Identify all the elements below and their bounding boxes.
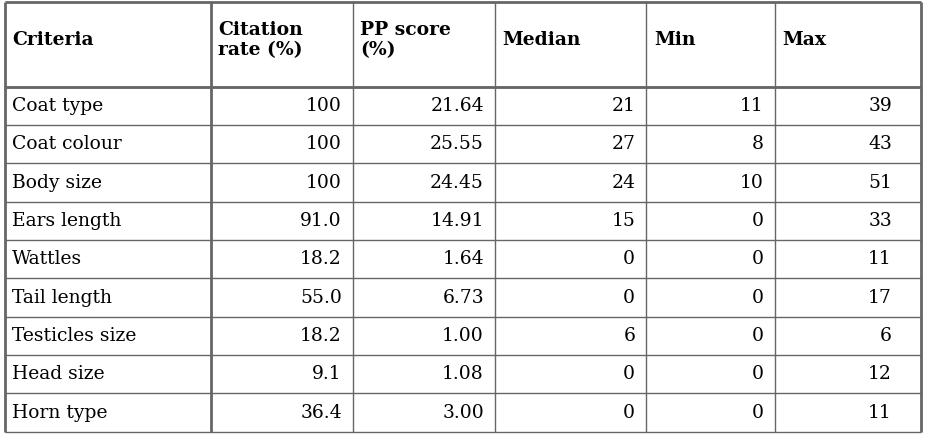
Text: 18.2: 18.2 [300, 327, 342, 345]
Text: 21.64: 21.64 [431, 97, 484, 115]
Text: 51: 51 [868, 174, 892, 192]
Text: 0: 0 [752, 327, 764, 345]
Text: 3.00: 3.00 [443, 404, 484, 422]
Text: Criteria: Criteria [12, 31, 94, 49]
Text: 0: 0 [752, 365, 764, 383]
Text: 18.2: 18.2 [300, 250, 342, 268]
Text: Median: Median [503, 31, 581, 49]
Text: Tail length: Tail length [12, 289, 112, 307]
Text: 6: 6 [880, 327, 892, 345]
Text: 15: 15 [611, 212, 635, 230]
Text: Citation
rate (%): Citation rate (%) [219, 21, 303, 59]
Text: 12: 12 [868, 365, 892, 383]
Text: 100: 100 [306, 174, 342, 192]
Text: 8: 8 [752, 135, 764, 153]
Text: 9.1: 9.1 [312, 365, 342, 383]
Text: Body size: Body size [12, 174, 102, 192]
Text: Ears length: Ears length [12, 212, 121, 230]
Text: 6: 6 [623, 327, 635, 345]
Text: 11: 11 [869, 250, 892, 268]
Text: Coat colour: Coat colour [12, 135, 122, 153]
Text: 10: 10 [740, 174, 764, 192]
Text: 1.64: 1.64 [443, 250, 484, 268]
Text: 43: 43 [868, 135, 892, 153]
Text: 1.08: 1.08 [443, 365, 484, 383]
Text: Head size: Head size [12, 365, 105, 383]
Text: 0: 0 [623, 250, 635, 268]
Text: 11: 11 [869, 404, 892, 422]
Text: 0: 0 [752, 404, 764, 422]
Text: 0: 0 [752, 250, 764, 268]
Text: 25.55: 25.55 [430, 135, 484, 153]
Text: Wattles: Wattles [12, 250, 82, 268]
Text: Testicles size: Testicles size [12, 327, 136, 345]
Text: 0: 0 [623, 404, 635, 422]
Text: 14.91: 14.91 [431, 212, 484, 230]
Text: 100: 100 [306, 135, 342, 153]
Text: 33: 33 [869, 212, 892, 230]
Text: Horn type: Horn type [12, 404, 107, 422]
Text: 0: 0 [752, 212, 764, 230]
Text: Coat type: Coat type [12, 97, 104, 115]
Text: 24.45: 24.45 [430, 174, 484, 192]
Text: 21: 21 [611, 97, 635, 115]
Text: Max: Max [782, 31, 826, 49]
Text: 0: 0 [752, 289, 764, 307]
Text: 11: 11 [740, 97, 764, 115]
Text: 36.4: 36.4 [300, 404, 342, 422]
Text: 100: 100 [306, 97, 342, 115]
Text: 1.00: 1.00 [443, 327, 484, 345]
Text: Min: Min [654, 31, 695, 49]
Text: 24: 24 [611, 174, 635, 192]
Text: 91.0: 91.0 [300, 212, 342, 230]
Text: 55.0: 55.0 [300, 289, 342, 307]
Text: 6.73: 6.73 [443, 289, 484, 307]
Text: 0: 0 [623, 289, 635, 307]
Text: 17: 17 [868, 289, 892, 307]
Text: 39: 39 [869, 97, 892, 115]
Text: 27: 27 [611, 135, 635, 153]
Text: PP score
(%): PP score (%) [360, 21, 451, 59]
Text: 0: 0 [623, 365, 635, 383]
